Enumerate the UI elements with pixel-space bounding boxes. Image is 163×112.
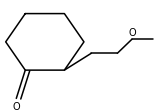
- Text: O: O: [13, 102, 20, 112]
- Text: O: O: [128, 28, 136, 38]
